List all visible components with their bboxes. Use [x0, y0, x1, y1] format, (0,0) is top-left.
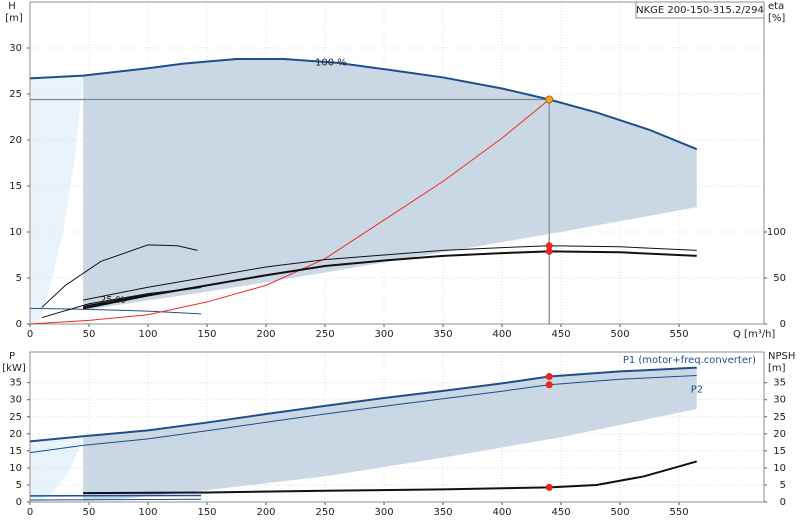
y2-tick-label: 20 — [773, 429, 786, 440]
y-tick-label: 0 — [16, 319, 22, 330]
y-axis-label: P — [9, 351, 15, 362]
curve — [29, 366, 697, 443]
y-tick-label: 30 — [9, 43, 22, 54]
x-tick-label: 50 — [83, 329, 96, 340]
x-tick-label: 200 — [256, 329, 275, 340]
x-tick-label: 500 — [610, 329, 629, 340]
y-tick-label: 15 — [9, 446, 22, 457]
y-tick-label: 30 — [9, 395, 22, 406]
y2-axis-label: NPSH — [768, 351, 795, 362]
curve — [83, 460, 698, 495]
x-tick-label: 100 — [138, 329, 157, 340]
plot-frame — [29, 1, 765, 325]
y-tick-label: 15 — [9, 181, 22, 192]
curve — [29, 307, 202, 315]
operating-region — [83, 59, 697, 311]
y-axis-unit: [kW] — [2, 363, 26, 374]
operating-point — [545, 483, 553, 491]
y-tick-label: 0 — [16, 497, 22, 508]
operating-point — [545, 95, 554, 104]
y2-tick-label: 35 — [773, 378, 786, 389]
x-tick-label: 250 — [315, 507, 334, 518]
y2-axis-label: eta — [768, 1, 784, 12]
x-tick-label: 0 — [27, 507, 33, 518]
x-tick-label: 550 — [669, 329, 688, 340]
y-tick-label: 10 — [9, 227, 22, 238]
x-tick-label: 500 — [610, 507, 629, 518]
operating-point — [545, 381, 553, 389]
y2-tick-label: 5 — [780, 480, 786, 491]
x-tick-label: 400 — [492, 507, 511, 518]
plot-frame — [29, 351, 765, 503]
curve — [29, 498, 202, 501]
x-tick-label: 300 — [374, 329, 393, 340]
x-tick-label: 350 — [433, 329, 452, 340]
series-label: P2 — [691, 385, 703, 396]
x-axis-label: Q [m³/h] — [733, 329, 775, 340]
x-tick-label: 450 — [551, 329, 570, 340]
curve — [41, 244, 198, 308]
y2-tick-label: 30 — [773, 395, 786, 406]
curve — [29, 99, 550, 325]
x-tick-label: 150 — [197, 507, 216, 518]
y-tick-label: 5 — [16, 273, 22, 284]
y2-tick-label: 15 — [773, 446, 786, 457]
x-tick-label: 150 — [197, 329, 216, 340]
y2-tick-label: 10 — [773, 463, 786, 474]
curve-annotation: 100 % — [315, 58, 347, 69]
curve — [29, 58, 698, 151]
x-tick-label: 0 — [27, 329, 33, 340]
operating-region — [83, 367, 697, 501]
x-tick-label: 200 — [256, 507, 275, 518]
title-box — [635, 1, 765, 19]
y-axis-unit: [m] — [5, 13, 23, 24]
y-tick-label: 35 — [9, 378, 22, 389]
y-tick-label: 10 — [9, 463, 22, 474]
y2-tick-label: 25 — [773, 412, 786, 423]
x-tick-label: 300 — [374, 507, 393, 518]
x-tick-label: 50 — [83, 507, 96, 518]
curve — [82, 286, 202, 308]
curve — [83, 245, 697, 301]
x-tick-label: 100 — [138, 507, 157, 518]
y-axis-label: H — [8, 1, 16, 12]
x-tick-label: 450 — [551, 507, 570, 518]
chart-title: NKGE 200-150-315.2/294 — [636, 5, 764, 16]
y-tick-label: 25 — [9, 412, 22, 423]
y-tick-label: 5 — [16, 480, 22, 491]
y-tick-label: 25 — [9, 89, 22, 100]
operating-point — [545, 247, 553, 255]
y2-tick-label: 0 — [780, 319, 786, 330]
x-tick-label: 550 — [669, 507, 688, 518]
operating-region — [30, 75, 84, 324]
y2-tick-label: 100 — [767, 227, 786, 238]
y2-axis-unit: [%] — [768, 13, 785, 24]
y2-axis-unit: [m] — [768, 363, 786, 374]
operating-point — [545, 373, 553, 381]
x-tick-label: 350 — [433, 507, 452, 518]
operating-point — [545, 242, 553, 250]
y-tick-label: 20 — [9, 135, 22, 146]
curve-annotation: 25 % — [100, 295, 125, 306]
series-label: P1 (motor+freq.converter) — [623, 355, 756, 366]
y-tick-label: 20 — [9, 429, 22, 440]
curve — [29, 375, 697, 454]
operating-region — [30, 436, 84, 502]
y2-tick-label: 0 — [780, 497, 786, 508]
y2-tick-label: 50 — [773, 273, 786, 284]
x-tick-label: 250 — [315, 329, 334, 340]
x-tick-label: 400 — [492, 329, 511, 340]
